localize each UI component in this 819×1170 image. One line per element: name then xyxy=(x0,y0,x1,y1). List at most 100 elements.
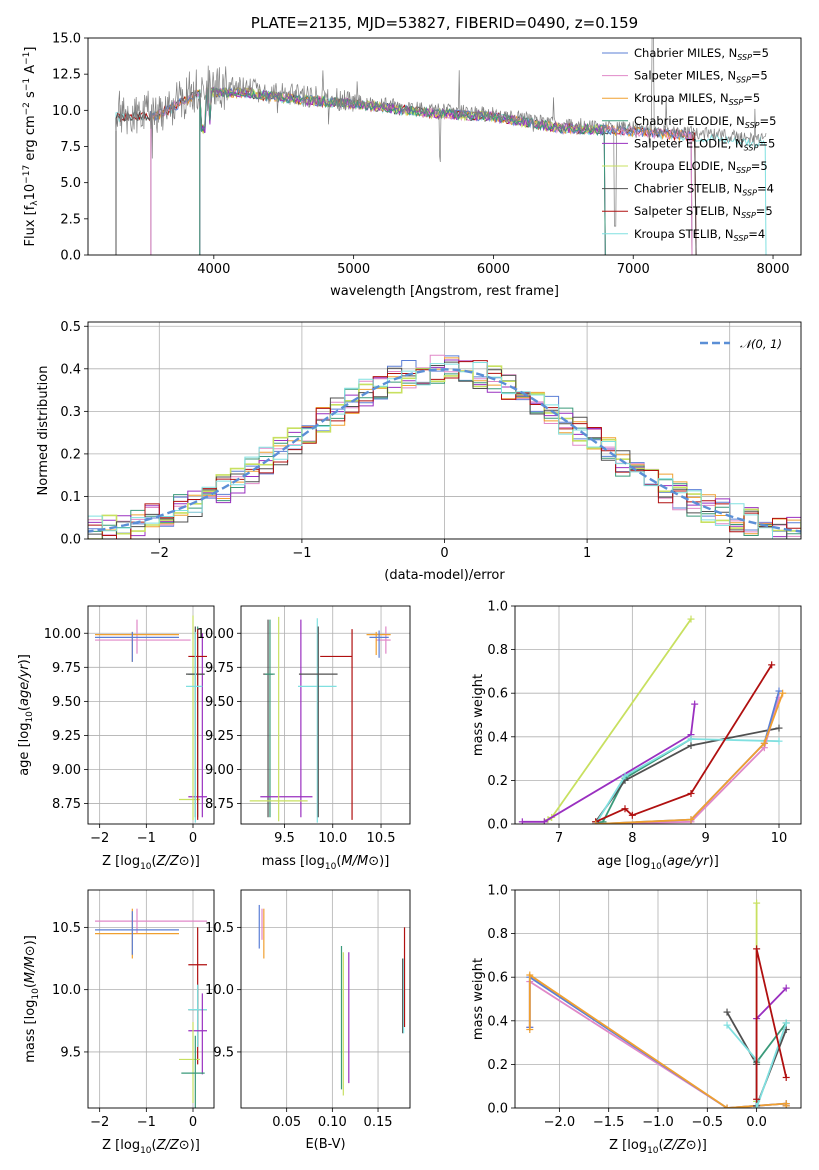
y-tick-label: 9.75 xyxy=(52,661,81,676)
legend-entry: Salpeter STELIB, NSSP=5 xyxy=(634,204,773,220)
label-part: mass [log xyxy=(262,854,325,869)
legend-subscript: SSP xyxy=(737,53,752,62)
legend-name: Kroupa STELIB xyxy=(634,227,718,241)
x-tick-label: −2 xyxy=(150,546,169,561)
chart-layer: 4000 5000 6000 7000 80000.02.55.07.510.012.5… xyxy=(17,14,802,1156)
y-axis-label: mass weight xyxy=(471,674,486,756)
x-tick-label: 10.0 xyxy=(318,831,347,846)
plot-area-mass_vs_EBV xyxy=(241,890,410,1108)
label-part: M/M⊙ xyxy=(23,945,38,983)
legend-subscript: SSP xyxy=(729,98,744,107)
label-part: )] xyxy=(23,935,38,945)
y-tick-label: 9.00 xyxy=(205,763,234,778)
label-part: ( xyxy=(662,854,667,869)
plot-area-spectrum xyxy=(115,38,767,255)
legend-entry-normal: 𝒩(0, 1) xyxy=(740,337,782,351)
legend-n-prefix: , N xyxy=(713,91,729,105)
legend-subscript: SSP xyxy=(742,189,757,198)
y-tick-label: 10.0 xyxy=(205,983,234,998)
label-part: )] xyxy=(190,1138,200,1153)
plot-area-mass_weight_vs_age xyxy=(515,606,801,824)
legend-n-value: =5 xyxy=(743,91,760,105)
x-axis-label: mass [log10(M/M⊙)] xyxy=(262,854,390,872)
y-tick-label: 0.0 xyxy=(60,533,81,548)
y-tick-label: 0.8 xyxy=(487,927,508,942)
x-tick-label: −0.5 xyxy=(692,1115,724,1130)
x-tick-label: 7 xyxy=(555,831,563,846)
legend-n-prefix: , N xyxy=(720,159,736,173)
mass-weight-line xyxy=(595,738,692,824)
legend-name: Chabrier MILES xyxy=(634,46,721,60)
y-axis-label: age [log10(age/yr)] xyxy=(17,654,35,776)
legend-entry: Salpeter ELODIE, NSSP=5 xyxy=(634,136,775,152)
label-part: )] xyxy=(17,654,32,664)
legend-n-value: =5 xyxy=(751,159,768,173)
label-part: −1 xyxy=(22,78,32,91)
x-tick-label: 1 xyxy=(583,546,591,561)
legend-entry: Chabrier MILES, NSSP=5 xyxy=(634,46,769,62)
y-tick-label: 9.50 xyxy=(205,695,234,710)
x-tick-label: 2 xyxy=(726,546,734,561)
label-part: −2 xyxy=(22,102,32,115)
label-part: Z [log xyxy=(609,1138,647,1153)
label-part: s xyxy=(23,91,38,102)
label-part: −1 xyxy=(22,52,32,65)
y-tick-label: 9.25 xyxy=(205,729,234,744)
x-tick-label: −1 xyxy=(137,1115,156,1130)
legend-entry: Kroupa MILES, NSSP=5 xyxy=(634,91,760,107)
x-tick-label: 0.0 xyxy=(746,1115,767,1130)
observed-spectrum-line xyxy=(115,38,767,227)
legend-subscript: SSP xyxy=(744,143,759,152)
y-tick-label: 0.2 xyxy=(60,447,81,462)
label-part: Z/Z⊙ xyxy=(663,1138,697,1153)
label-part: Z [log xyxy=(102,854,140,869)
legend-subscript: SSP xyxy=(736,76,751,85)
x-tick-label: 0 xyxy=(189,1115,197,1130)
x-tick-label: 0.10 xyxy=(318,1115,347,1130)
x-tick-label: 10 xyxy=(771,831,788,846)
label-part: age/yr xyxy=(17,663,32,706)
y-tick-label: 2.5 xyxy=(60,212,81,227)
x-tick-label: 0 xyxy=(189,831,197,846)
y-tick-label: 9.5 xyxy=(213,1045,234,1060)
y-tick-label: 0.3 xyxy=(60,405,81,420)
label-part: λ xyxy=(30,200,40,206)
axes-frame xyxy=(87,37,802,256)
legend-n-value: =5 xyxy=(758,136,775,150)
legend-entry: Chabrier STELIB, NSSP=4 xyxy=(634,182,774,198)
label-part: ( xyxy=(23,983,38,988)
x-tick-label: 5000 xyxy=(337,262,370,277)
legend-name: Salpeter MILES xyxy=(634,69,720,83)
label-part: age/yr xyxy=(667,854,710,869)
y-tick-label: 0.4 xyxy=(60,362,81,377)
legend-n-value: =5 xyxy=(756,204,773,218)
label-part: 10 xyxy=(25,711,35,723)
y-tick-label: 7.5 xyxy=(60,140,81,155)
y-tick-label: 5.0 xyxy=(60,176,81,191)
label-part: ] xyxy=(23,47,38,52)
x-tick-label: 9.5 xyxy=(274,831,295,846)
label-part: 10 xyxy=(650,862,662,872)
legend-entry: Kroupa STELIB, NSSP=4 xyxy=(634,227,765,243)
y-tick-label: 0.6 xyxy=(487,971,508,986)
y-tick-label: 0.2 xyxy=(487,774,508,789)
axes-frame xyxy=(87,605,215,825)
x-axis-label: age [log10(age/yr)] xyxy=(597,854,719,872)
label-part: age [log xyxy=(597,854,650,869)
y-tick-label: 0.4 xyxy=(487,1014,508,1029)
chart-title: PLATE=2135, MJD=53827, FIBERID=0490, z=0… xyxy=(251,14,638,32)
y-tick-label: 0.1 xyxy=(60,490,81,505)
y-tick-label: 10.0 xyxy=(52,104,81,119)
y-tick-label: 0.4 xyxy=(487,730,508,745)
plot-area-mass_weight_vs_Z xyxy=(515,890,801,1108)
legend-name: Chabrier ELODIE xyxy=(634,114,729,128)
label-part: 10 xyxy=(140,862,152,872)
legend-entry: Chabrier ELODIE, NSSP=5 xyxy=(634,114,776,130)
label-part: ( xyxy=(659,1138,664,1153)
y-tick-label: 10.00 xyxy=(44,627,81,642)
legend-n-prefix: , N xyxy=(728,136,744,150)
mass-weight-line xyxy=(522,703,696,823)
label-part: ( xyxy=(152,854,157,869)
